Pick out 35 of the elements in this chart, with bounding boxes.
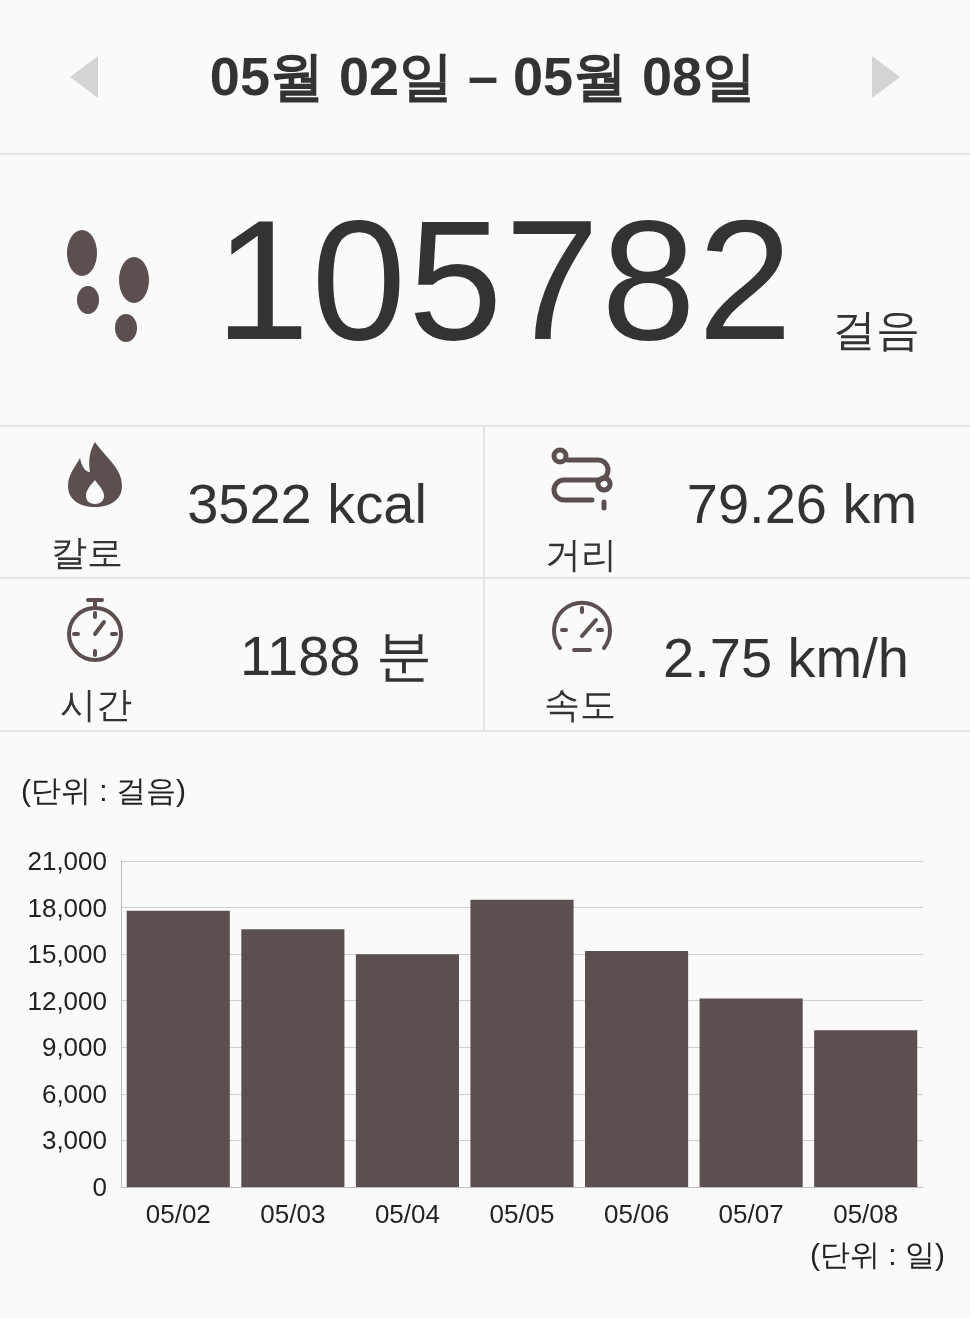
text: 거리 [545,532,617,577]
x-tick-label: 05/02 [145,1199,211,1229]
y-tick-label: 6,000 [41,1078,107,1109]
text: 1188 분 [240,623,432,689]
y-tick-label: 0 [92,1172,107,1202]
bar [126,910,230,1187]
x-tick-label: 05/07 [718,1199,784,1229]
y-tick-label: 9,000 [41,1032,107,1063]
y-tick-label: 3,000 [41,1125,107,1156]
text: 걸음 [832,303,920,356]
x-tick-label: 05/05 [489,1199,555,1229]
bar [699,998,803,1187]
text: 3522 kcal [187,470,427,536]
text: 2.75 km/h [663,624,909,690]
y-tick-label: 18,000 [27,892,107,923]
bar [241,929,345,1187]
x-tick-label: 05/04 [374,1199,440,1229]
x-axis-title: (단위 : 일) [810,1237,945,1271]
x-tick-label: 05/03 [260,1199,326,1229]
y-axis-title: (단위 : 걸음) [21,773,186,807]
bar [585,951,689,1187]
bar [814,1030,918,1187]
bar [470,899,574,1187]
text: 79.26 km [686,470,918,536]
text: 105782 [215,184,795,377]
y-tick-label: 12,000 [27,985,107,1016]
y-tick-label: 21,000 [27,846,107,876]
x-tick-label: 05/08 [833,1199,899,1229]
text: 속도 [544,682,616,727]
text: 시간 [60,682,132,727]
bar [355,954,459,1187]
text: 05월 02일 – 05월 08일 [209,44,757,108]
text: 칼로 [51,530,123,575]
y-tick-label: 15,000 [27,939,107,970]
x-tick-label: 05/06 [604,1199,670,1229]
